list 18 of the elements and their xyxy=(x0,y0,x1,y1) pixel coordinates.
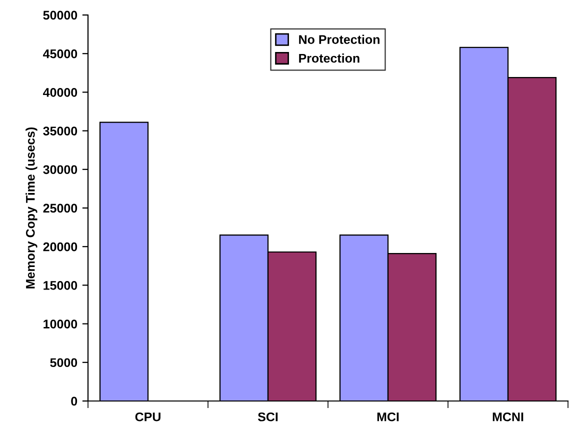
y-tick-label: 40000 xyxy=(43,88,78,97)
x-tick-label: SCI xyxy=(258,412,278,422)
legend-label: No Protection xyxy=(299,34,380,44)
x-tick-label: CPU xyxy=(135,412,160,422)
y-tick-label: 30000 xyxy=(43,165,78,174)
y-axis-title: Memory Copy Time (usecs) xyxy=(26,127,38,288)
y-tick-label: 10000 xyxy=(44,320,78,328)
y-tick-label: 0 xyxy=(71,396,78,406)
y-tick-label: 25000 xyxy=(43,204,78,213)
y-tick-label: 45000 xyxy=(43,49,78,58)
x-tick-label: MCI xyxy=(377,412,399,422)
y-tick-label: 50000 xyxy=(43,10,78,20)
x-tick-label: MCNI xyxy=(492,412,524,422)
legend-label: Protection xyxy=(299,54,360,63)
y-tick-label: 5000 xyxy=(50,358,78,368)
y-tick-label: 20000 xyxy=(43,242,78,252)
y-tick-label: 15000 xyxy=(44,281,78,290)
y-tick-label: 35000 xyxy=(43,126,78,136)
